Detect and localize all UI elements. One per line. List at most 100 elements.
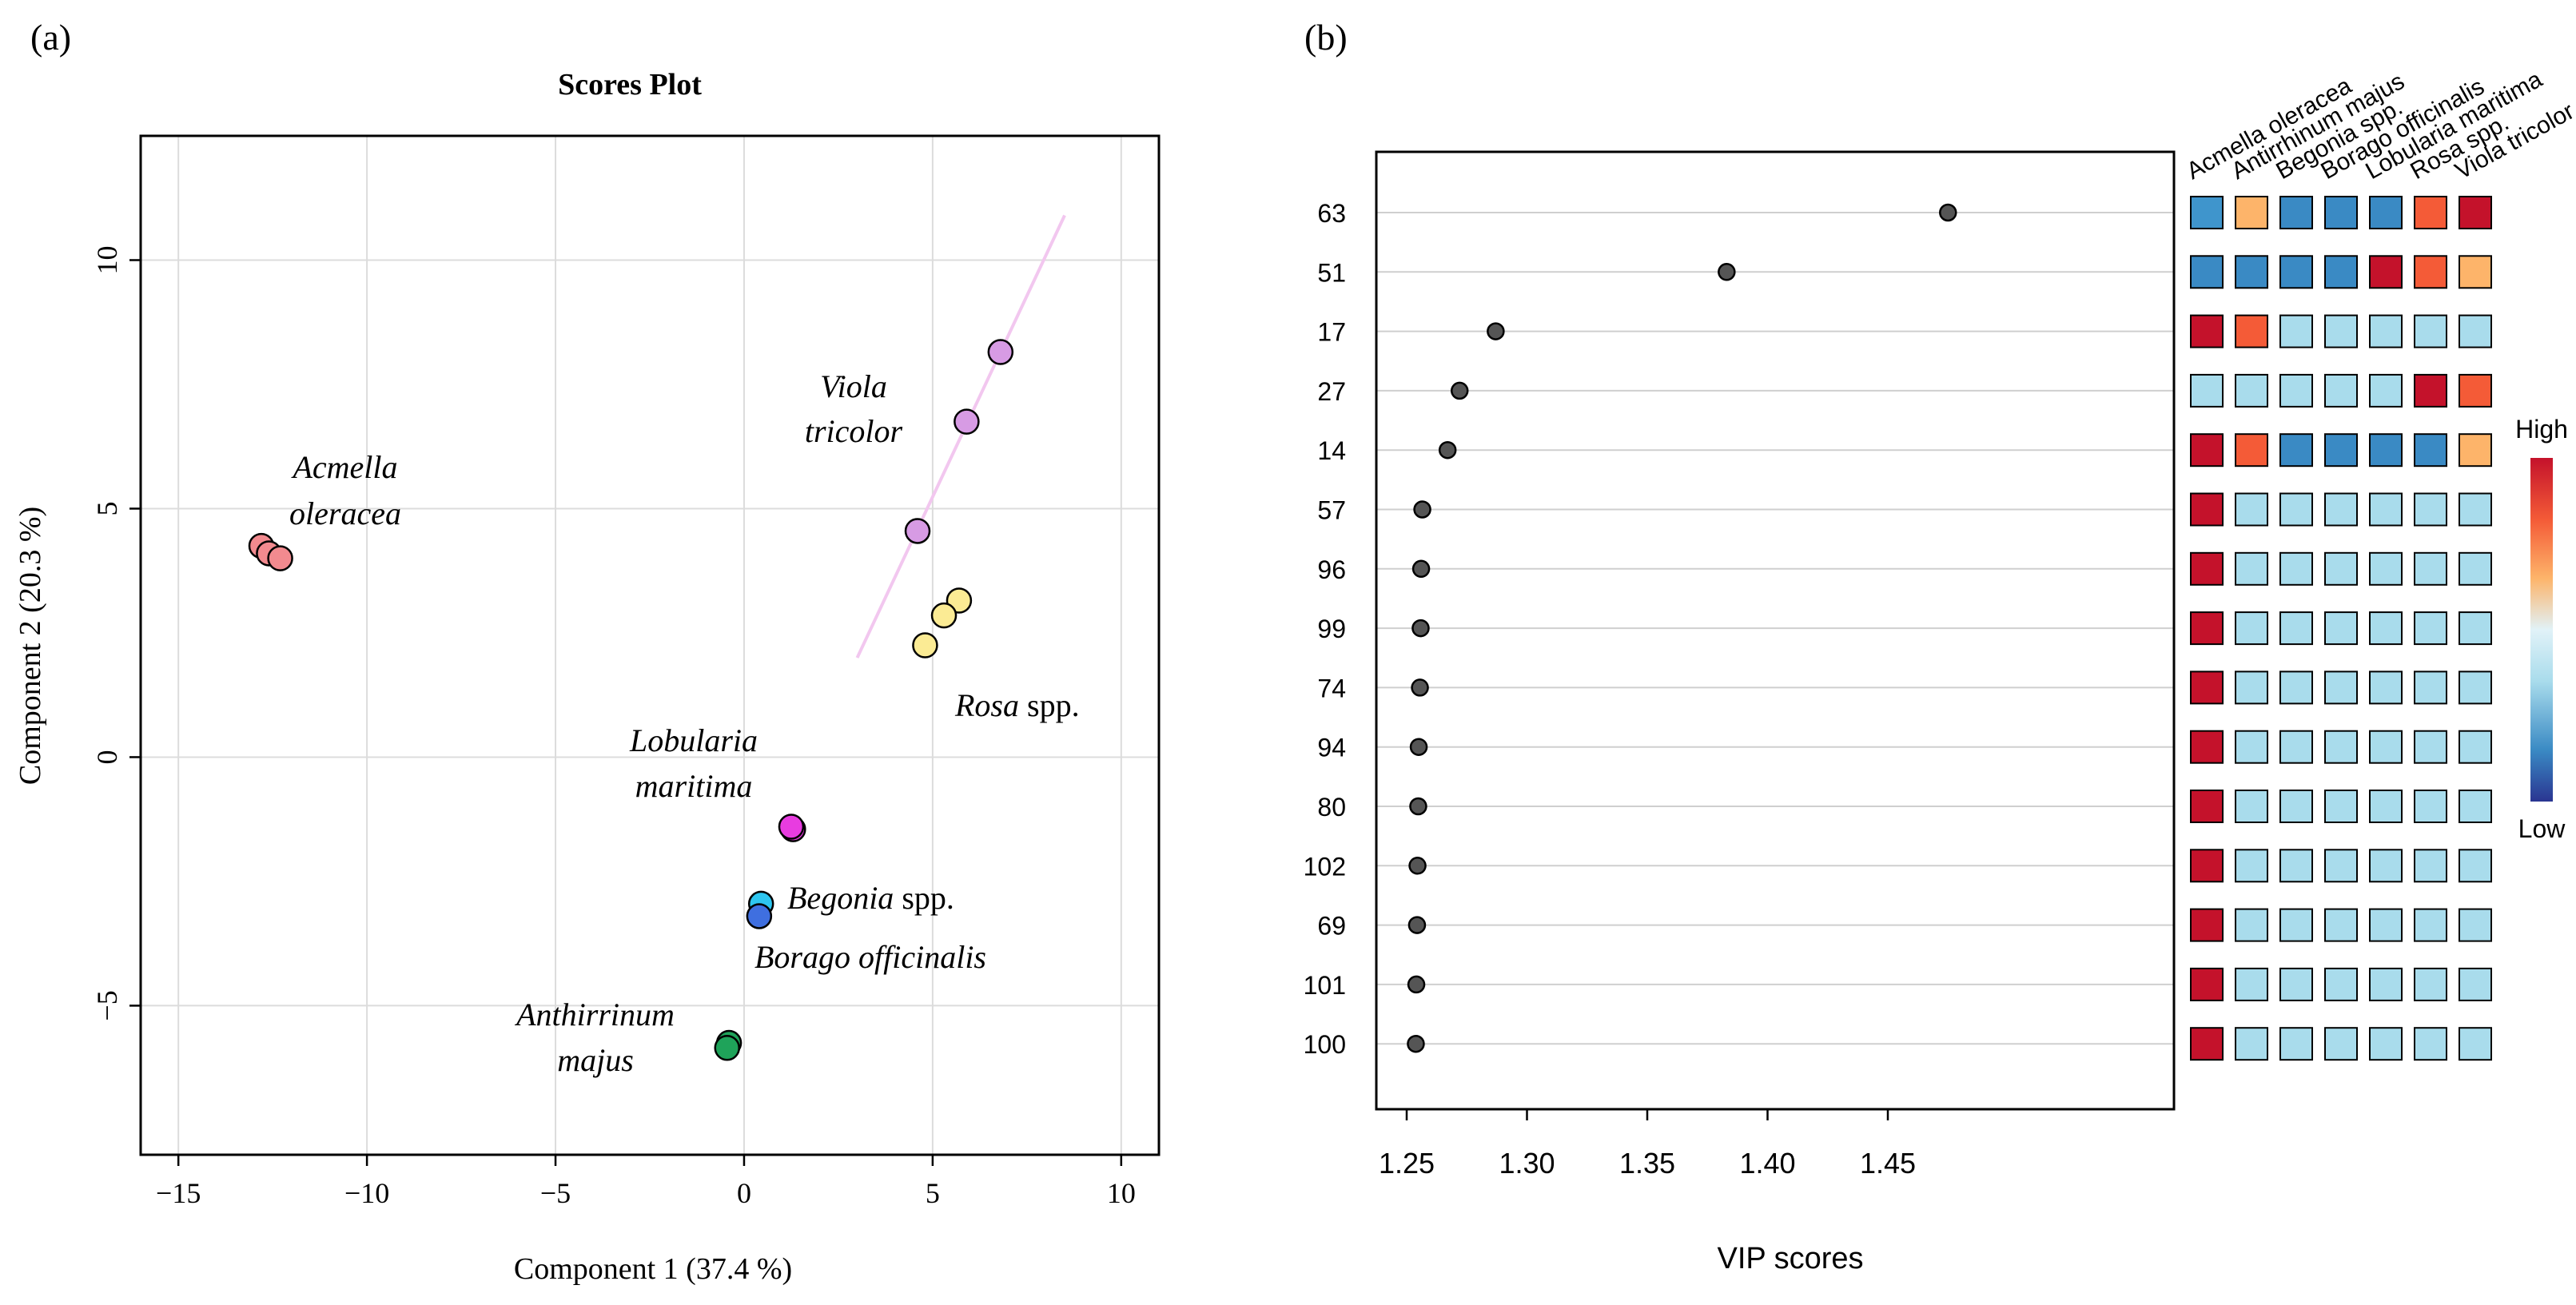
vip-x-tick-label: 1.45	[1860, 1147, 1916, 1180]
heatmap-cell	[2324, 314, 2358, 348]
feature-label: 100	[1304, 1030, 1346, 1059]
annotation-viola-line2: tricolor	[805, 413, 903, 449]
heatmap-cell	[2459, 908, 2492, 942]
vip-point	[1411, 559, 1431, 579]
heatmap-cell	[2414, 908, 2447, 942]
scores-plot-x-ticks: −15 −10 −5 0 5 10	[156, 1155, 1136, 1209]
scores-plot-title: Scores Plot	[558, 68, 702, 101]
heatmap-cell	[2190, 433, 2224, 467]
score-point	[930, 602, 958, 629]
score-point	[267, 545, 293, 571]
heatmap-cell	[2324, 551, 2358, 586]
heatmap-cell	[2235, 967, 2268, 1001]
feature-label: 17	[1317, 318, 1346, 347]
heatmap-cell	[2369, 730, 2403, 764]
heatmap-cell	[2279, 492, 2313, 527]
heatmap-cell	[2459, 670, 2492, 705]
vip-plot-feature-labels: 63 51 17 27 14 57 96 99 74 94 80 102 69 101 100	[1304, 199, 1346, 1059]
heatmap-cell	[2190, 373, 2224, 408]
annotation-anthirrinum-line1: Anthirrinum	[514, 997, 675, 1032]
heatmap-cell	[2235, 255, 2268, 289]
feature-label: 14	[1317, 436, 1346, 465]
annotation-acmella-line2: oleracea	[289, 495, 401, 531]
vip-point	[1407, 1034, 1425, 1053]
heatmap-cell	[2190, 730, 2224, 764]
heatmap-cell	[2279, 967, 2313, 1001]
heatmap-cell	[2459, 967, 2492, 1001]
vip-plot-x-ticks: 1.25 1.30 1.35 1.40 1.45	[1379, 1109, 1916, 1180]
x-tick-label: 0	[737, 1177, 751, 1209]
annotation-rosa-italic: Rosa	[954, 687, 1019, 723]
feature-label: 57	[1317, 496, 1346, 525]
annotation-lobularia-line1: Lobularia	[629, 722, 758, 758]
x-tick-label: 5	[926, 1177, 940, 1209]
vip-point	[1487, 322, 1505, 340]
heatmap-cell	[2190, 492, 2224, 527]
y-tick-label: 10	[91, 245, 123, 274]
heatmap-cell	[2190, 967, 2224, 1001]
heatmap-cell	[2190, 196, 2224, 229]
heatmap-cell	[2459, 849, 2492, 883]
color-scale-high-label: High	[2515, 415, 2568, 444]
y-tick-label: 0	[91, 750, 123, 764]
heatmap-cell	[2369, 551, 2403, 586]
vip-point	[1939, 203, 1957, 222]
heatmap-cell	[2369, 790, 2403, 823]
feature-label: 69	[1317, 912, 1346, 941]
heatmap-cell	[2414, 314, 2447, 348]
heatmap-cell	[2414, 730, 2447, 764]
heatmap-cell	[2414, 373, 2447, 408]
heatmap-cell	[2235, 1027, 2268, 1061]
heatmap-cell	[2414, 492, 2447, 527]
heatmap-cell	[2279, 1027, 2313, 1061]
heatmap-cell	[2414, 967, 2447, 1001]
heatmap-cell	[2369, 849, 2403, 883]
heatmap-cell	[2459, 730, 2492, 764]
vip-plot-x-label: VIP scores	[1717, 1242, 1863, 1275]
feature-label: 74	[1317, 674, 1346, 702]
heatmap-cell	[2414, 433, 2447, 467]
heatmap-cell	[2414, 196, 2447, 229]
x-tick-label: −5	[540, 1177, 571, 1209]
vip-point	[1413, 500, 1431, 519]
heatmap-cell	[2235, 730, 2268, 764]
annotation-begonia-italic: Begonia	[787, 880, 894, 916]
heatmap-cell	[2279, 314, 2313, 348]
heatmap-cell	[2190, 908, 2224, 942]
heatmap-cell	[2235, 373, 2268, 408]
heatmap-cell	[2414, 790, 2447, 823]
heatmap-cell	[2279, 670, 2313, 705]
heatmap-cell	[2369, 433, 2403, 467]
annotation-lobularia-line2: maritima	[635, 768, 753, 804]
heatmap-cell	[2235, 314, 2268, 348]
heatmap-cell	[2324, 196, 2358, 229]
heatmap-cell	[2190, 1027, 2224, 1061]
heatmap-cell	[2324, 849, 2358, 883]
trend-line	[855, 214, 1066, 658]
heatmap-cell	[2369, 670, 2403, 705]
heatmap-cell	[2459, 314, 2492, 348]
score-point	[778, 814, 805, 840]
heatmap-cell	[2369, 373, 2403, 408]
heatmap-cell	[2459, 551, 2492, 586]
annotation-anthirrinum-line2: majus	[557, 1042, 634, 1078]
score-point	[954, 408, 980, 435]
heatmap-cell	[2235, 611, 2268, 646]
heatmap-cell	[2324, 730, 2358, 764]
heatmap-cell	[2279, 255, 2313, 289]
vip-heatmap	[2190, 196, 2492, 1061]
heatmap-cell	[2190, 551, 2224, 586]
annotation-viola: Viola tricolor	[805, 368, 903, 449]
annotation-rosa-plain: spp.	[1019, 687, 1080, 723]
feature-label: 51	[1317, 258, 1346, 287]
heatmap-cell	[2279, 373, 2313, 408]
heatmap-cell	[2459, 492, 2492, 527]
scores-plot-trend-line	[855, 214, 1066, 658]
annotation-borago: Borago officinalis	[754, 939, 986, 975]
heatmap-cell	[2369, 492, 2403, 527]
heatmap-cell	[2324, 1027, 2358, 1061]
x-tick-label: 10	[1107, 1177, 1136, 1209]
vip-point	[1411, 678, 1429, 697]
heatmap-cell	[2190, 255, 2224, 289]
